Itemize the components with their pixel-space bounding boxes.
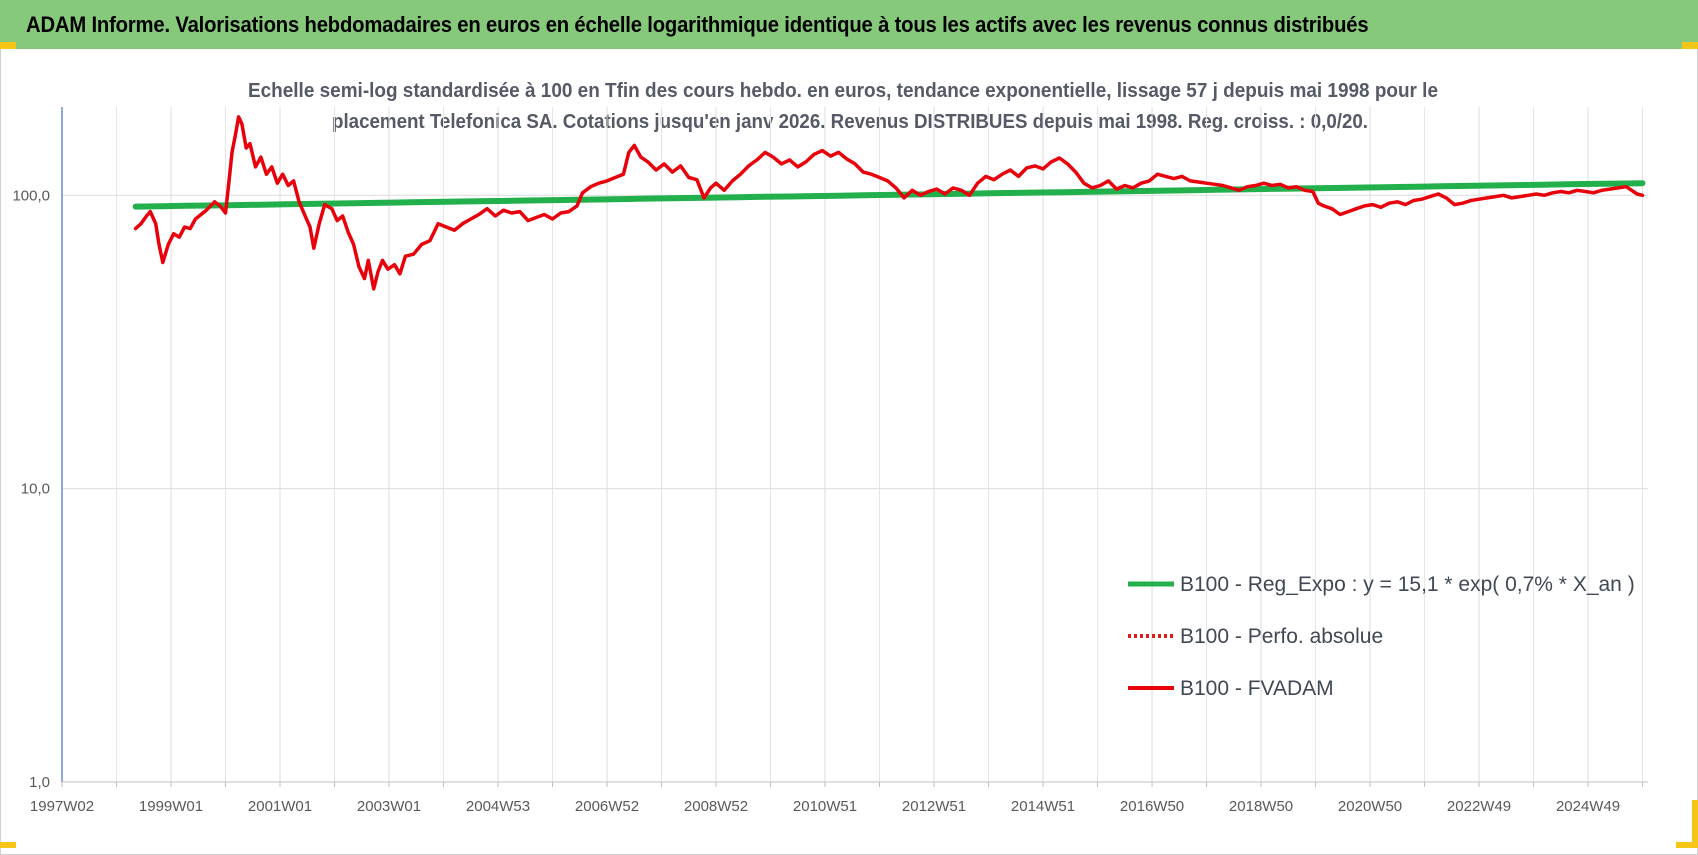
x-tick-label: 2024W49 xyxy=(1556,798,1620,815)
header-banner: ADAM Informe. Valorisations hebdomadaire… xyxy=(0,0,1698,49)
x-tick-label: 2014W51 xyxy=(1011,798,1075,815)
series-line-0 xyxy=(132,180,1646,210)
corner-marker-bottom-right-h xyxy=(1676,842,1698,848)
corner-marker-top-left xyxy=(0,42,16,49)
chart-title-line-2: placement Telefonica SA. Cotations jusqu… xyxy=(332,111,1368,133)
legend-label-1: B100 - Perfo. absolue xyxy=(1180,625,1383,648)
corner-marker-top-right xyxy=(1682,42,1698,49)
x-tick-label: 2012W51 xyxy=(902,798,966,815)
y-tick-label: 1,0 xyxy=(29,774,50,791)
legend-label-0: B100 - Reg_Expo : y = 15,1 * exp( 0,7% *… xyxy=(1180,573,1635,596)
x-tick-label: 2020W50 xyxy=(1338,798,1402,815)
x-tick-label: 2018W50 xyxy=(1229,798,1293,815)
x-tick-label: 2006W52 xyxy=(575,798,639,815)
series-layer xyxy=(132,115,1646,291)
x-tick-label: 2010W51 xyxy=(793,798,857,815)
x-tick-label: 2008W52 xyxy=(684,798,748,815)
chart-title: Echelle semi-log standardisée à 100 en T… xyxy=(248,80,1438,133)
banner-title: ADAM Informe. Valorisations hebdomadaire… xyxy=(26,11,1369,37)
grid-layer xyxy=(62,107,1648,783)
x-tick-label: 2004W53 xyxy=(466,798,530,815)
y-tick-label: 100,0 xyxy=(12,187,50,204)
x-tick-label: 2016W50 xyxy=(1120,798,1184,815)
chart-title-line-1: Echelle semi-log standardisée à 100 en T… xyxy=(248,80,1438,102)
series-line-2 xyxy=(133,115,1645,291)
x-tick-label: 1997W02 xyxy=(30,798,94,815)
x-tick-label: 1999W01 xyxy=(139,798,203,815)
axis-layer: 1997W02 1999W01 2001W01 2003W01 2004W53 2006W… xyxy=(12,107,1648,815)
legend: B100 - Reg_Expo : y = 15,1 * exp( 0,7% *… xyxy=(1128,573,1635,700)
x-tick-label: 2003W01 xyxy=(357,798,421,815)
x-tick-label: 2022W49 xyxy=(1447,798,1511,815)
legend-label-2: B100 - FVADAM xyxy=(1180,677,1334,700)
corner-marker-bottom-right-v xyxy=(1692,800,1698,848)
corner-marker-bottom-left xyxy=(0,842,16,848)
y-tick-label: 10,0 xyxy=(21,481,50,498)
x-tick-label: 2001W01 xyxy=(248,798,312,815)
